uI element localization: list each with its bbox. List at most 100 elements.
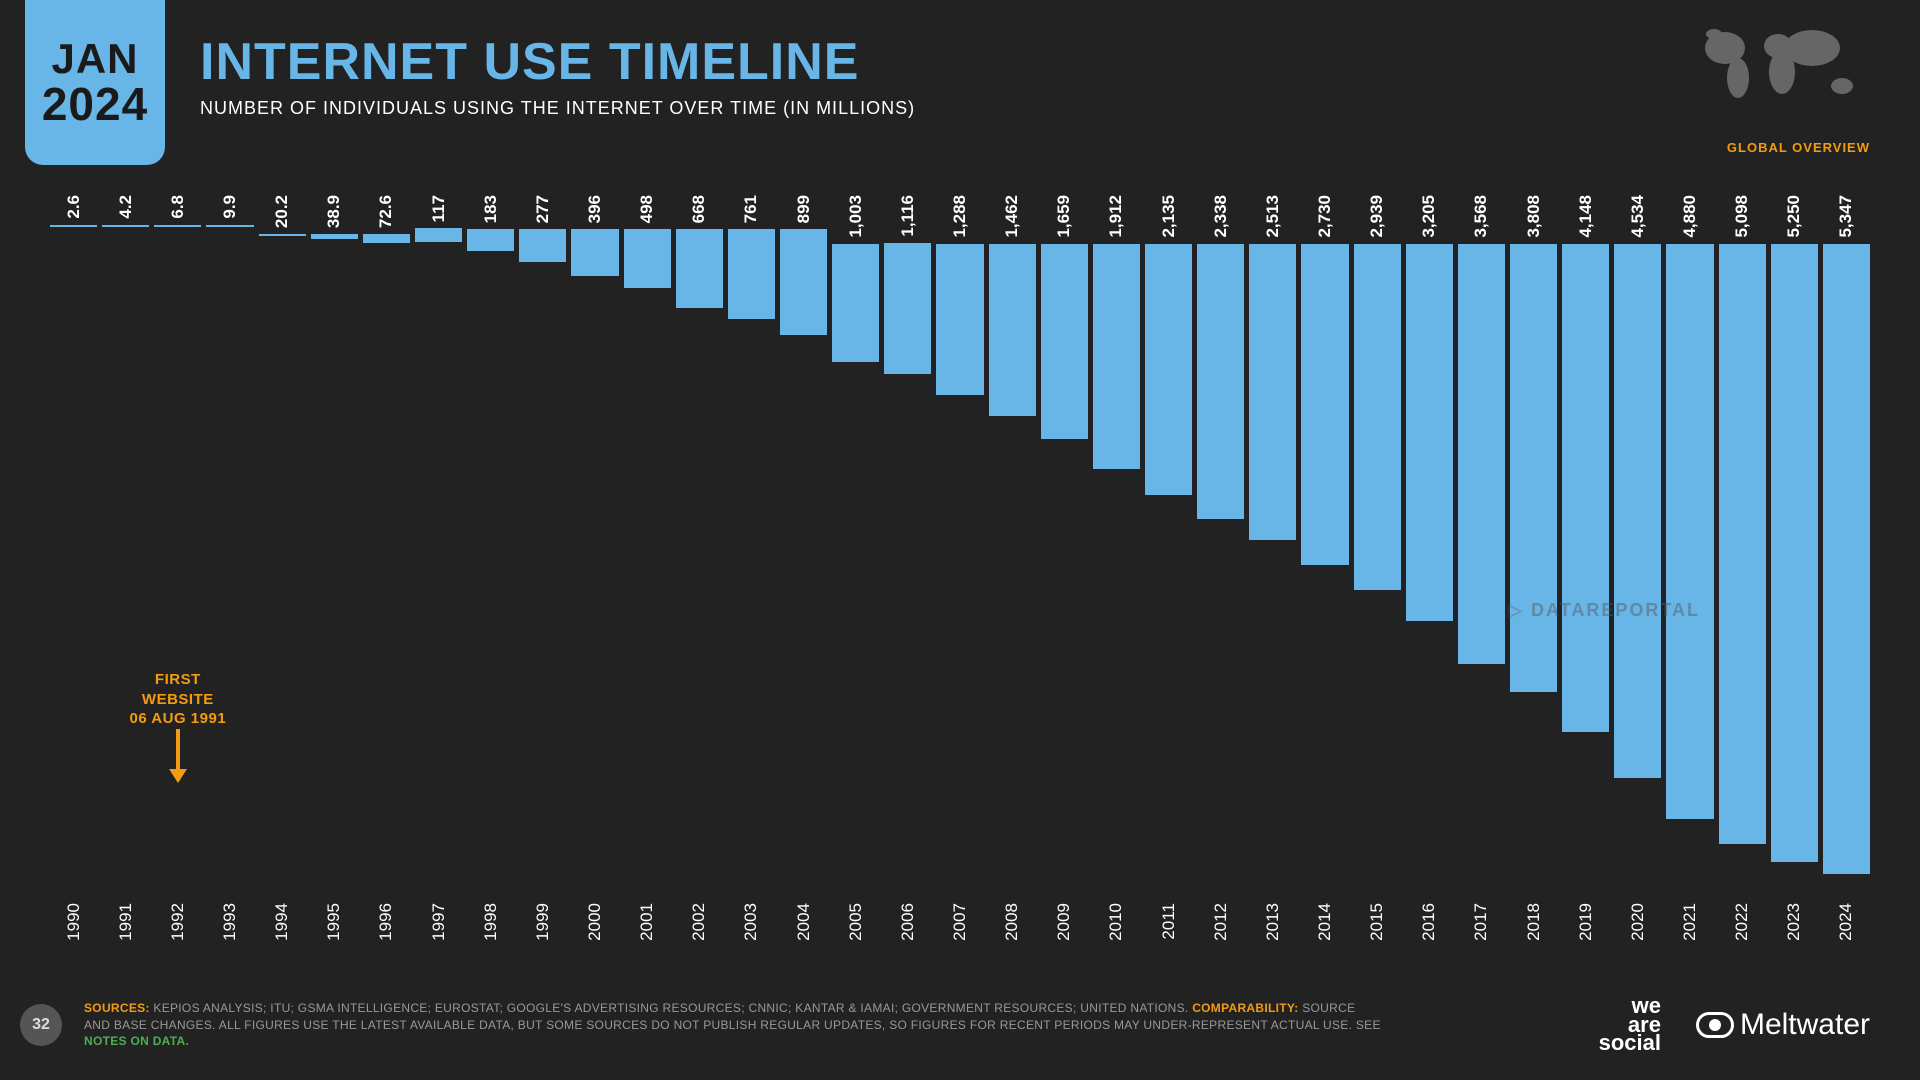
bar-2002: 6682002 (676, 195, 723, 895)
bar-1995: 38.91995 (311, 195, 358, 895)
bar-value: 668 (689, 195, 709, 223)
bar-rect (571, 229, 618, 276)
bar-year: 2018 (1524, 903, 1544, 941)
bar-1999: 2771999 (519, 195, 566, 895)
bar-year: 2001 (637, 903, 657, 941)
bar-value: 2,135 (1159, 195, 1179, 238)
page-title: INTERNET USE TIMELINE (200, 32, 915, 92)
bar-value: 2,513 (1263, 195, 1283, 238)
bar-value: 5,347 (1836, 195, 1856, 238)
bar-value: 396 (585, 195, 605, 223)
bar-value: 9.9 (220, 195, 240, 219)
bar-year: 2000 (585, 903, 605, 941)
bar-rect (1354, 244, 1401, 590)
bar-rect (1510, 244, 1557, 693)
bar-2008: 1,4622008 (989, 195, 1036, 895)
bar-rect (311, 234, 358, 239)
bar-year: 1996 (376, 903, 396, 941)
bar-rect (728, 229, 775, 319)
bar-rect (1458, 244, 1505, 664)
bar-year: 2007 (950, 903, 970, 941)
annotation-line2: 06 AUG 1991 (118, 709, 238, 729)
bar-1996: 72.61996 (363, 195, 410, 895)
bar-year: 2023 (1784, 903, 1804, 941)
notes-on-data-link[interactable]: NOTES ON DATA. (84, 1034, 189, 1048)
bar-value: 2,338 (1211, 195, 1231, 238)
bar-rect (363, 234, 410, 243)
bar-value: 3,808 (1524, 195, 1544, 238)
bar-2011: 2,1352011 (1145, 195, 1192, 895)
bar-rect (1145, 244, 1192, 496)
bar-2004: 8992004 (780, 195, 827, 895)
bar-rect (624, 229, 671, 288)
we-are-social-logo: we are social (1599, 997, 1661, 1053)
bar-year: 2016 (1419, 903, 1439, 941)
logos: we are social Meltwater (1599, 997, 1870, 1053)
bar-value: 277 (533, 195, 553, 223)
bar-value: 72.6 (376, 195, 396, 228)
bar-chart: 2.619904.219916.819929.9199320.2199438.9… (50, 195, 1870, 895)
date-badge: JAN 2024 (25, 0, 165, 165)
bar-year: 2015 (1367, 903, 1387, 941)
bar-value: 6.8 (168, 195, 188, 219)
bar-value: 3,568 (1471, 195, 1491, 238)
bar-year: 2021 (1680, 903, 1700, 941)
bar-2000: 3962000 (571, 195, 618, 895)
bar-2020: 4,5342020 (1614, 195, 1661, 895)
bar-value: 1,912 (1106, 195, 1126, 238)
bar-value: 4,880 (1680, 195, 1700, 238)
sources-text: SOURCES: KEPIOS ANALYSIS; ITU; GSMA INTE… (84, 1000, 1384, 1050)
bar-year: 2002 (689, 903, 709, 941)
bar-value: 1,288 (950, 195, 970, 238)
bar-2021: 4,8802021 (1666, 195, 1713, 895)
bar-value: 117 (429, 195, 449, 222)
bar-year: 1995 (324, 903, 344, 941)
bar-year: 1998 (481, 903, 501, 941)
bar-2013: 2,5132013 (1249, 195, 1296, 895)
bar-rect (259, 234, 306, 236)
bar-2007: 1,2882007 (936, 195, 983, 895)
bar-2012: 2,3382012 (1197, 195, 1244, 895)
bar-rect (936, 244, 983, 396)
bar-year: 2017 (1471, 903, 1491, 941)
bar-2018: 3,8082018 (1510, 195, 1557, 895)
bar-rect (1562, 244, 1609, 733)
bar-value: 899 (794, 195, 814, 223)
bar-2006: 1,1162006 (884, 195, 931, 895)
bar-rect (102, 225, 149, 227)
bar-rect (50, 225, 97, 227)
header: INTERNET USE TIMELINE NUMBER OF INDIVIDU… (200, 32, 915, 119)
bar-value: 183 (481, 195, 501, 223)
bar-year: 1997 (429, 903, 449, 941)
bar-year: 2014 (1315, 903, 1335, 941)
bar-year: 2006 (898, 903, 918, 941)
bar-1991: 4.21991 (102, 195, 149, 895)
bar-2016: 3,2052016 (1406, 195, 1453, 895)
bar-rect (989, 244, 1036, 416)
bar-rect (467, 229, 514, 251)
page-subtitle: NUMBER OF INDIVIDUALS USING THE INTERNET… (200, 98, 915, 119)
bar-value: 1,003 (846, 195, 866, 238)
bar-year: 1993 (220, 903, 240, 941)
bar-2009: 1,6592009 (1041, 195, 1088, 895)
bar-value: 4.2 (116, 195, 136, 219)
watermark: ▷ DATAREPORTAL (1508, 600, 1700, 621)
bar-rect (676, 229, 723, 308)
bar-rect (206, 225, 253, 227)
bar-rect (415, 228, 462, 242)
page-number: 32 (20, 1004, 62, 1046)
bar-2010: 1,9122010 (1093, 195, 1140, 895)
bar-value: 1,116 (898, 195, 918, 237)
bar-year: 2009 (1054, 903, 1074, 941)
bar-2023: 5,2502023 (1771, 195, 1818, 895)
bar-rect (1771, 244, 1818, 863)
bar-year: 1999 (533, 903, 553, 941)
bar-rect (1249, 244, 1296, 540)
bar-value: 38.9 (324, 195, 344, 228)
bar-year: 1992 (168, 903, 188, 941)
bar-rect (1041, 244, 1088, 439)
annotation-line1: FIRST WEBSITE (118, 670, 238, 709)
bar-1998: 1831998 (467, 195, 514, 895)
bar-value: 5,250 (1784, 195, 1804, 238)
bar-value: 498 (637, 195, 657, 223)
